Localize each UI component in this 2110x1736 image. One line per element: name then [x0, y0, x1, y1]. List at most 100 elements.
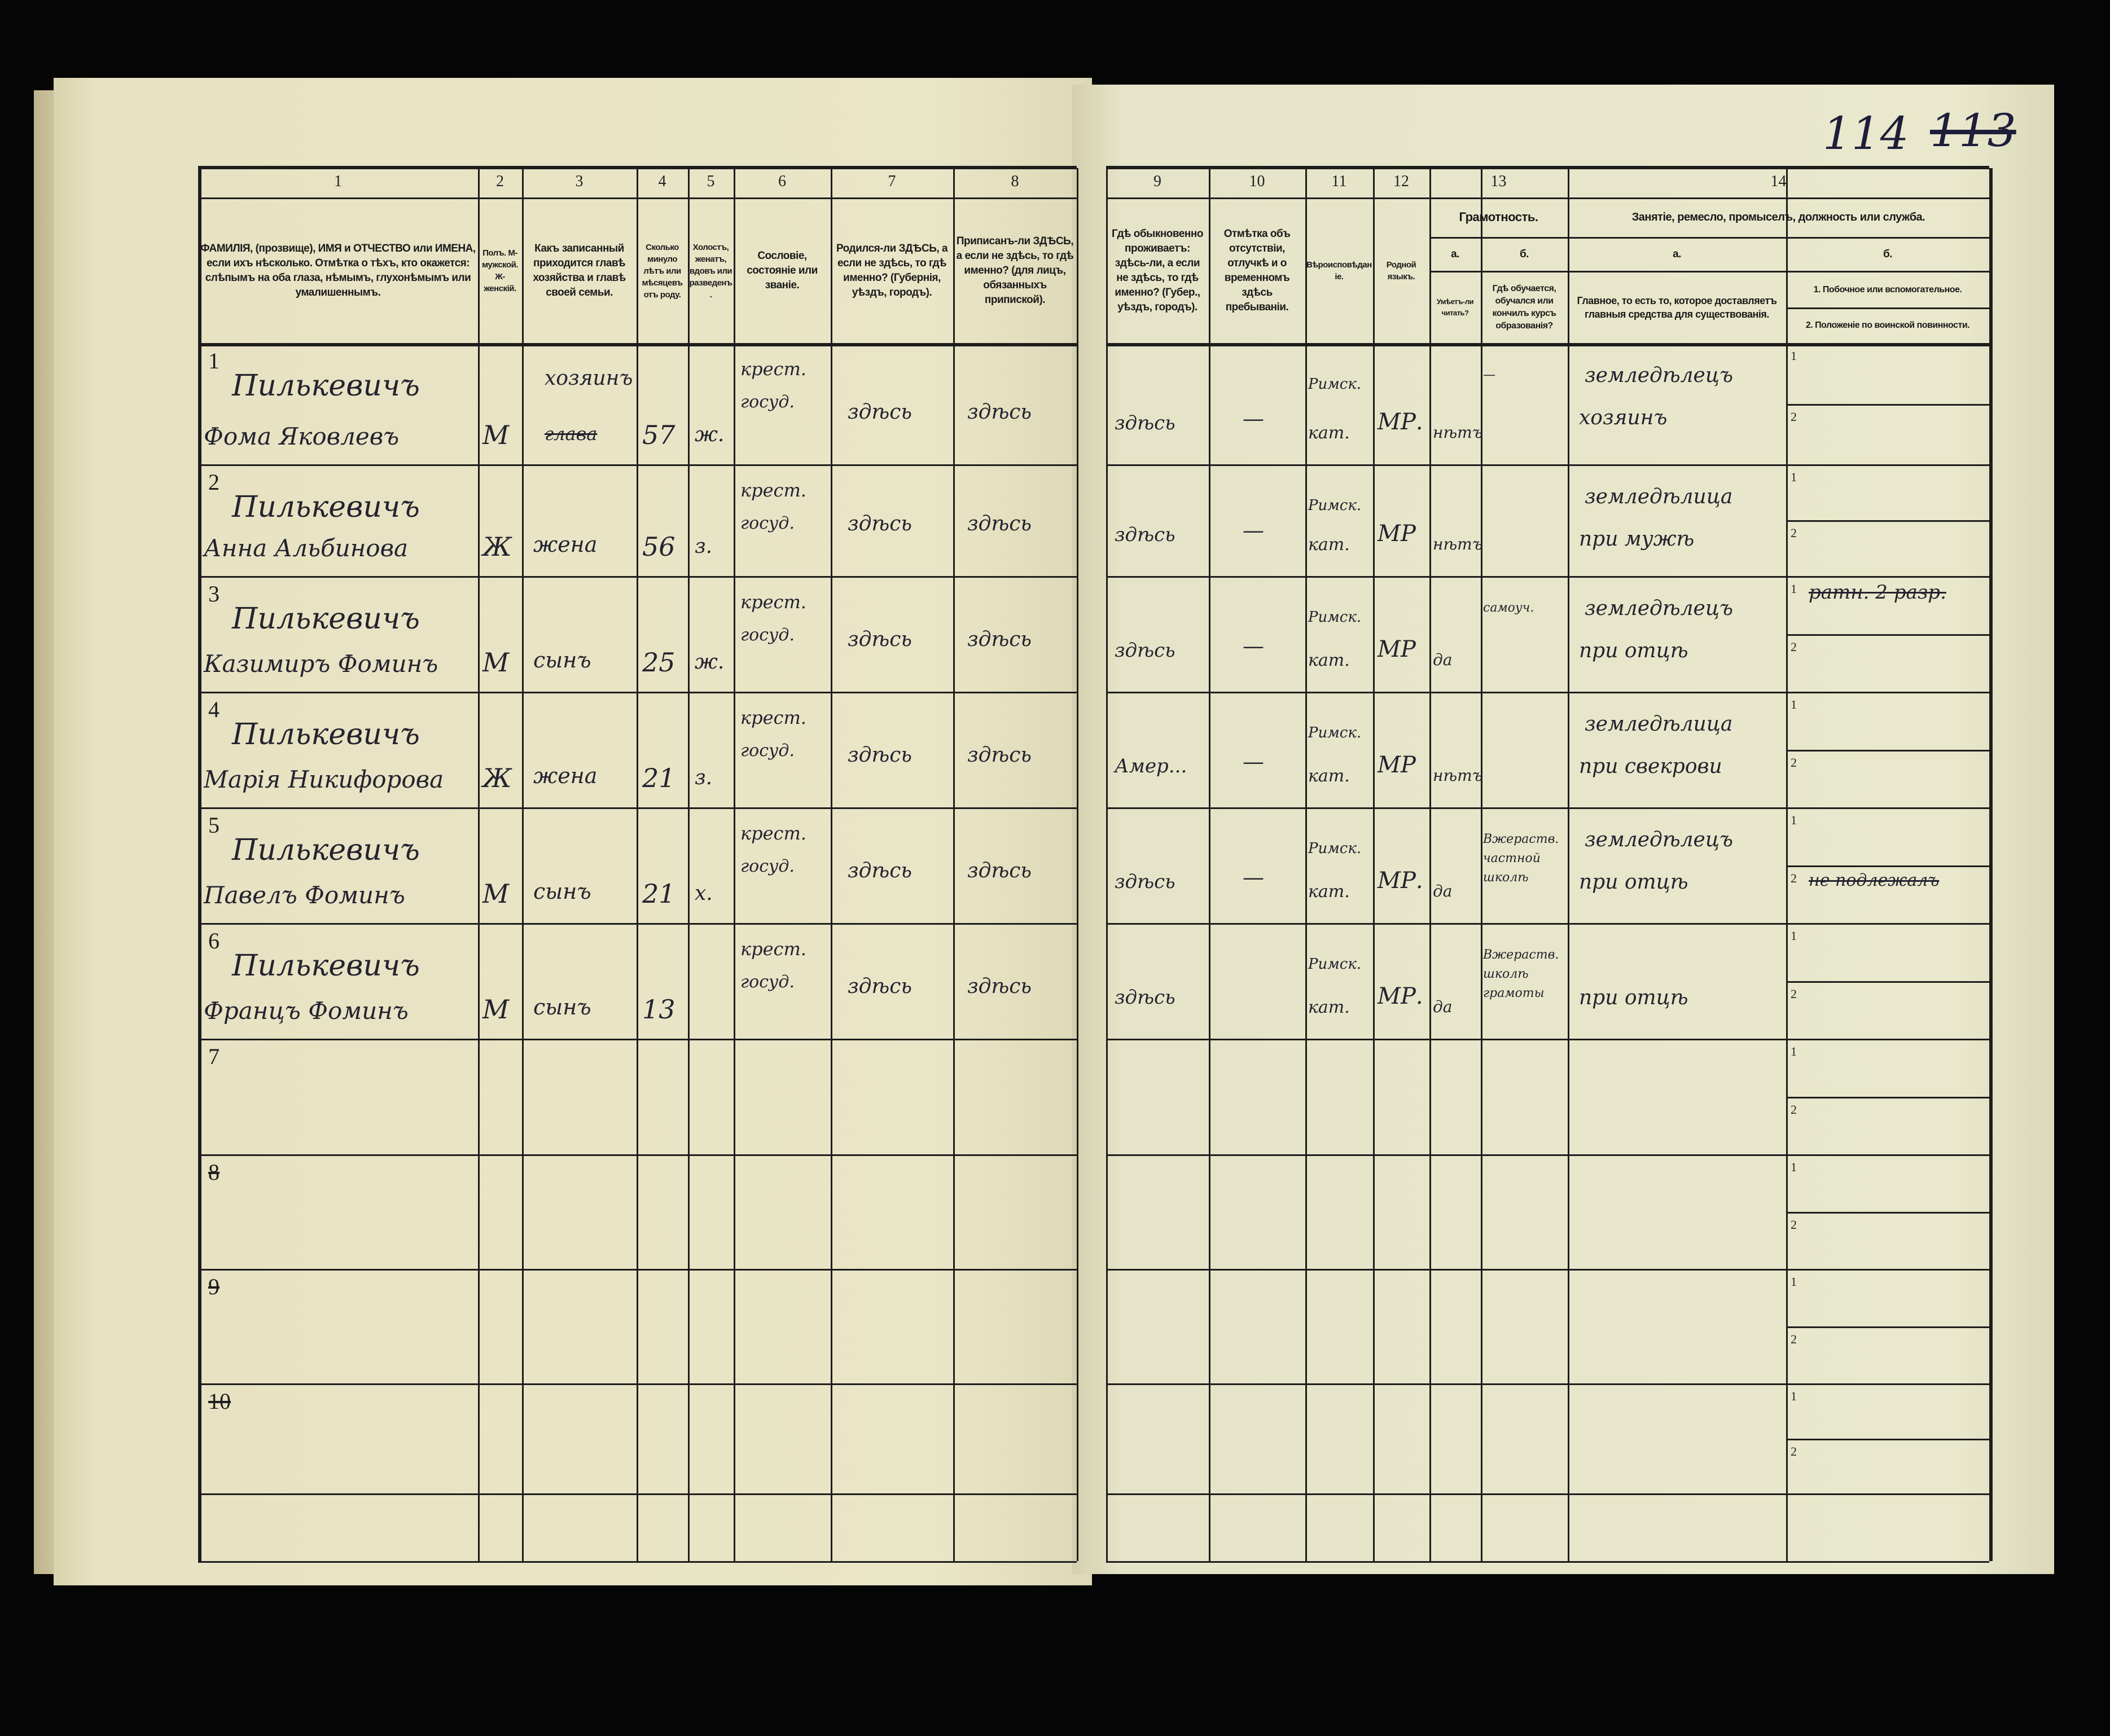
column-divider: [1568, 168, 1569, 1561]
native-language: МР.: [1378, 409, 1423, 435]
can-read: нѣтъ: [1433, 423, 1483, 442]
given-names: Фома Яковлевъ: [204, 423, 400, 450]
surname: Пилькевичъ: [232, 369, 420, 403]
absence-note: —: [1243, 865, 1264, 890]
native-language: МР: [1378, 521, 1416, 547]
religion: Римск.: [1308, 956, 1362, 973]
sub-row-label-1: 1: [1791, 1044, 1797, 1058]
sub-row-label-2: 2: [1791, 526, 1797, 540]
religion: кат.: [1308, 423, 1350, 443]
sub-row-label-2: 2: [1791, 1444, 1797, 1458]
column-divider: [1373, 168, 1375, 1561]
given-names: Павелъ Фоминъ: [204, 881, 405, 909]
column-divider: [734, 168, 735, 1561]
row-divider: [1106, 1154, 1989, 1156]
column-divider: [637, 168, 638, 1561]
sub-row-divider: [1786, 1212, 1989, 1214]
column-divider: [1106, 168, 1108, 1561]
sex: Ж: [482, 763, 512, 793]
surname: Пилькевичъ: [232, 602, 420, 636]
sub-letter: б.: [1519, 248, 1529, 260]
religion: Римск.: [1308, 724, 1362, 741]
sub-row-divider: [1786, 981, 1989, 983]
sub-row-label-2: 2: [1791, 871, 1797, 885]
column-number-divider: [198, 197, 1077, 199]
occupation-a-header: Главное, то есть то, которое доставляетъ…: [1577, 295, 1777, 320]
sub-row-divider: [1786, 1439, 1989, 1440]
row-number: 6: [208, 928, 220, 953]
column-header: Родной языкъ.: [1386, 260, 1416, 282]
native-language: МР: [1378, 752, 1416, 778]
residence: здѣсь: [1115, 871, 1175, 893]
column-number: 2: [496, 173, 504, 190]
column-divider: [1209, 168, 1210, 1561]
row-divider: [198, 807, 1077, 809]
column-divider: [522, 168, 524, 1561]
age: 21: [642, 763, 675, 793]
religion: Римск.: [1308, 497, 1362, 514]
surname: Пилькевичъ: [232, 718, 420, 751]
literacy-header: Грамотность.: [1459, 210, 1538, 224]
main-occupation-detail: хозяинъ: [1579, 406, 1668, 429]
given-names: Францъ Фоминъ: [204, 997, 409, 1025]
row-number: 1: [208, 348, 220, 373]
registration-place: здѣсь: [967, 975, 1032, 998]
occupation-header: Занятіе, ремесло, промыселъ, должность и…: [1631, 211, 1925, 223]
column-divider: [1305, 168, 1307, 1561]
sub-row-label-1: 1: [1791, 929, 1797, 943]
column-number: 4: [658, 173, 666, 190]
absence-note: —: [1243, 749, 1264, 774]
estate: крест.: [740, 707, 806, 728]
birthplace: здѣсь: [848, 975, 912, 998]
column-header: Отмѣтка объ отсутствіи, отлучкѣ и о врем…: [1223, 228, 1291, 313]
occupation-b2-header: 2. Положеніе по воинской повинности.: [1805, 320, 1970, 330]
religion: Римск.: [1308, 609, 1362, 626]
column-number: 12: [1393, 173, 1409, 190]
sub-header-divider: [1786, 307, 1989, 309]
row-divider: [1106, 923, 1989, 925]
relation-to-head: хозяинъ: [545, 367, 633, 390]
row-divider: [1106, 1269, 1989, 1271]
row-number: 5: [208, 812, 220, 838]
row-divider: [198, 1039, 1077, 1040]
secondary-occupation: ратн. 2 разр.: [1809, 581, 1946, 604]
row-number: 4: [208, 697, 220, 722]
main-occupation-detail: при отцѣ: [1579, 986, 1688, 1009]
column-number: 13: [1490, 173, 1507, 190]
column-header: ФАМИЛІЯ, (прозвище), ИМЯ и ОТЧЕСТВО или …: [200, 243, 476, 298]
column-number: 10: [1249, 173, 1265, 190]
relation-to-head: сынъ: [533, 648, 591, 673]
main-occupation: земледѣлица: [1585, 713, 1733, 736]
age: 13: [642, 994, 675, 1025]
row-number: 8: [208, 1159, 220, 1185]
row-divider: [1106, 1039, 1989, 1040]
row-divider: [198, 1154, 1077, 1156]
estate: госуд.: [740, 856, 795, 876]
column-number: 7: [888, 173, 896, 190]
sub-row-divider: [1786, 1326, 1989, 1328]
row-divider: [198, 343, 1077, 346]
occupation-b1-header: 1. Побочное или вспомогательное.: [1813, 285, 1962, 295]
estate: крест.: [740, 358, 806, 380]
row-divider: [1106, 343, 1989, 346]
sub-row-divider: [1786, 404, 1989, 406]
row-divider: [198, 692, 1077, 693]
religion: кат.: [1308, 882, 1350, 902]
age: 25: [642, 647, 675, 678]
column-header: Родился-ли ЗДѢСЬ, а если не здѣсь, то гд…: [836, 243, 948, 298]
estate: крест.: [740, 480, 806, 501]
column-header: Полъ. М-мужской. Ж-женскій.: [481, 248, 519, 293]
row-divider: [198, 1269, 1077, 1271]
sub-letter: б.: [1883, 248, 1893, 260]
estate: госуд.: [740, 741, 795, 761]
column-header: Гдѣ обыкновенно проживаетъ: здѣсь-ли, а …: [1112, 228, 1203, 313]
column-header: Какъ записанный приходится главѣ хозяйст…: [533, 243, 626, 298]
registration-place: здѣсь: [967, 859, 1032, 882]
table-top-border: [198, 166, 1077, 169]
school: Вжераств. школѣ грамоты: [1483, 948, 1559, 1000]
row-divider: [1106, 576, 1989, 578]
column-number: 9: [1153, 173, 1161, 190]
column-number: 11: [1331, 173, 1347, 190]
column-number: 14: [1770, 173, 1787, 190]
column-divider: [1077, 168, 1078, 1561]
